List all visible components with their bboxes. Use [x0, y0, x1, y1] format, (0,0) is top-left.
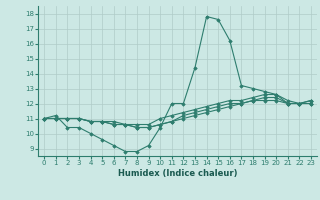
X-axis label: Humidex (Indice chaleur): Humidex (Indice chaleur) [118, 169, 237, 178]
